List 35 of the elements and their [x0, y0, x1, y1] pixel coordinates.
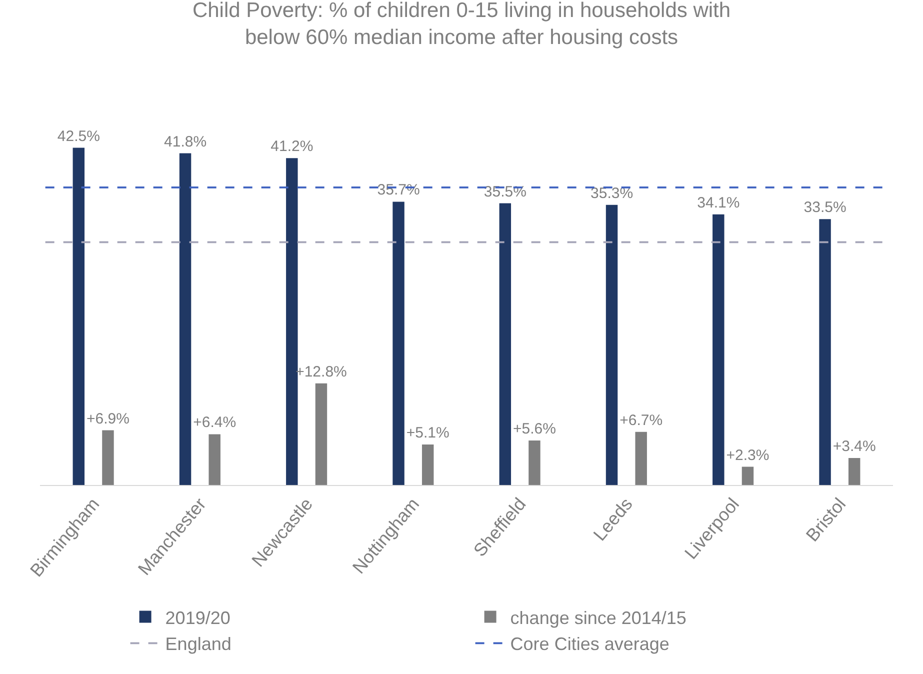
data-label: 33.5%	[804, 199, 846, 216]
bar	[499, 203, 512, 485]
bar	[819, 219, 831, 485]
chart-title: Child Poverty: % of children 0-15 living in households with below 60% median income after housing costs	[192, 0, 731, 50]
legend-label: change since 2014/15	[510, 608, 686, 628]
bar	[286, 158, 298, 485]
data-label: +6.4%	[193, 414, 236, 432]
legend-label: Core Cities average	[510, 634, 670, 654]
data-label: +3.4%	[832, 438, 876, 456]
bar	[315, 383, 328, 485]
data-label: 35.3%	[590, 184, 634, 202]
data-label: +5.1%	[406, 424, 450, 442]
data-label: 41.2%	[270, 138, 314, 156]
bar	[102, 430, 114, 485]
bar	[742, 466, 754, 485]
data-label: +2.3%	[726, 446, 770, 464]
legend-label: England	[165, 634, 232, 654]
data-label: 34.1%	[697, 194, 740, 212]
data-label: +6.9%	[86, 410, 130, 428]
bar	[848, 458, 860, 485]
bar	[422, 444, 434, 485]
bar	[635, 432, 647, 485]
bar	[392, 202, 404, 485]
bar	[179, 153, 192, 485]
data-label: +5.6%	[513, 420, 556, 438]
data-label: 35.7%	[377, 182, 420, 199]
data-label: +6.7%	[620, 412, 663, 429]
data-label: 42.5%	[57, 128, 100, 145]
bar	[208, 434, 220, 485]
bar	[72, 148, 85, 485]
bar	[712, 214, 724, 485]
bar	[606, 204, 618, 485]
bar	[528, 440, 540, 485]
legend-label: 2019/20	[165, 608, 230, 628]
data-label: 41.8%	[164, 133, 207, 150]
